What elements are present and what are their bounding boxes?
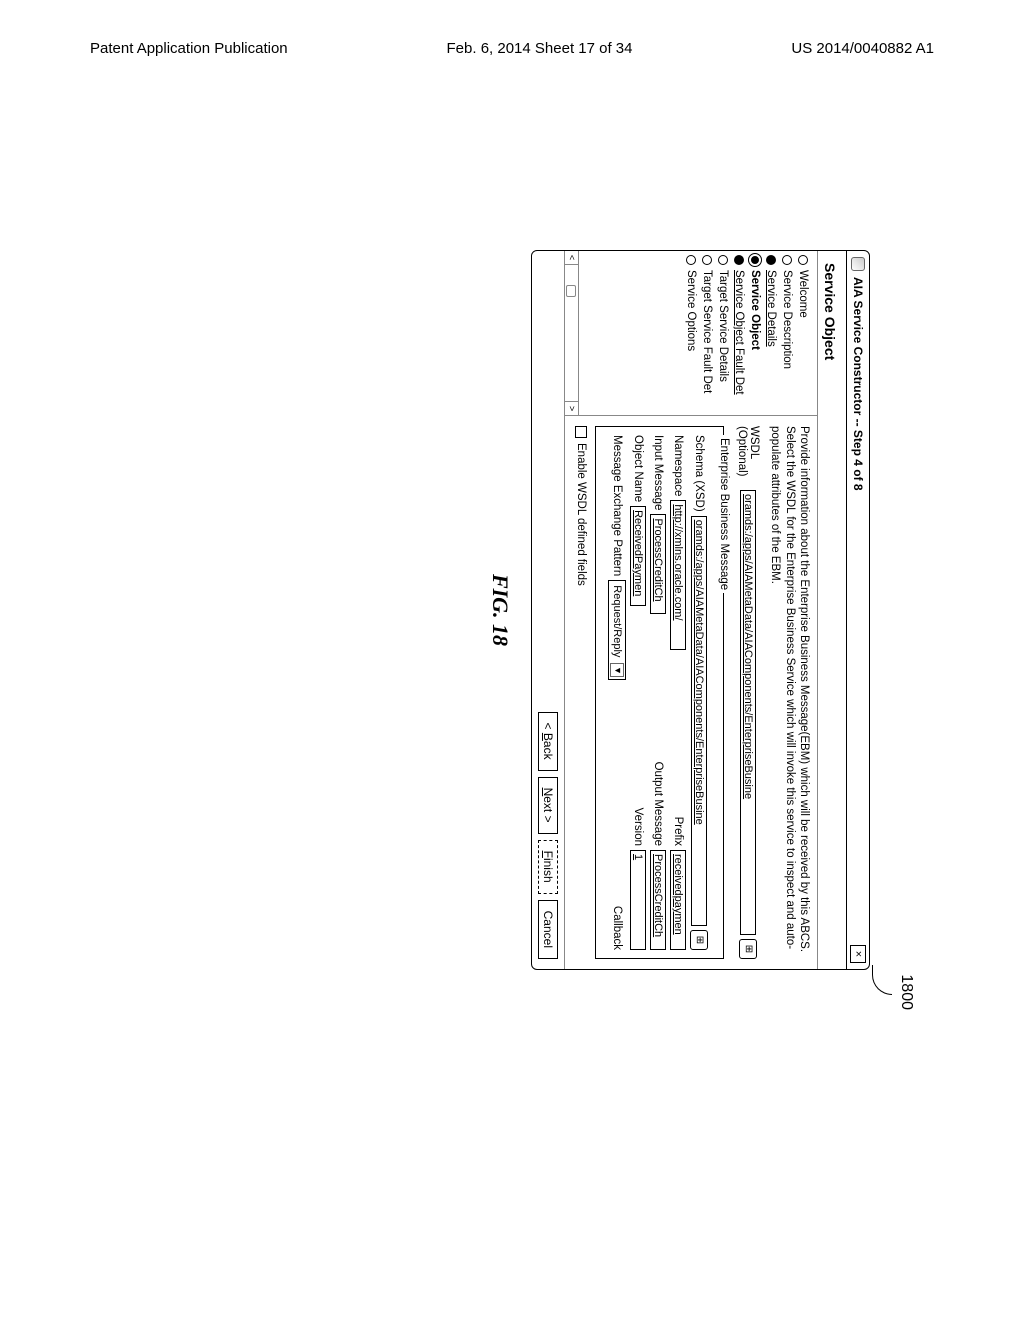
header-left: Patent Application Publication (90, 40, 288, 57)
input-message-input[interactable]: ProcessCreditCh (650, 514, 666, 614)
schema-input[interactable]: oramds:/apps/AIAMetaData/AIAComponents/E… (691, 516, 707, 926)
input-message-label: Input Message (652, 435, 664, 510)
output-message-input[interactable]: ProcessCreditCh (650, 850, 666, 950)
app-icon (851, 257, 865, 271)
enable-wsdl-label: Enable WSDL defined fields (575, 443, 587, 586)
step-service-options[interactable]: Service Options (683, 255, 699, 411)
step-label: Service Object (749, 270, 761, 350)
step-label: Service Description (781, 270, 793, 369)
mep-label: Message Exchange Pattern (611, 435, 623, 576)
wsdl-input[interactable]: oramds:/apps/AIAMetaData/AIAComponents/E… (740, 490, 756, 935)
output-message-label: Output Message (652, 762, 664, 846)
finish-button[interactable]: Finish (538, 840, 558, 894)
step-dot-icon (686, 255, 696, 265)
page-subtitle: Service Object (818, 251, 846, 969)
sidebar-scrollbar[interactable]: < > (565, 251, 579, 415)
object-name-label: Object Name (632, 435, 644, 502)
version-label: Version (632, 808, 644, 846)
schema-row: Schema (XSD) oramds:/apps/AIAMetaData/AI… (690, 435, 708, 950)
wsdl-browse-button[interactable]: ⊞ (739, 939, 757, 959)
cancel-button[interactable]: Cancel (538, 900, 558, 959)
step-dot-icon (734, 255, 744, 265)
callback-label: Callback (611, 906, 623, 950)
object-name-row: Object Name ReceivedPaymen Version 1 (630, 435, 646, 950)
enable-wsdl-checkbox[interactable] (575, 426, 587, 438)
wsdl-label: WSDL (Optional) (736, 426, 760, 486)
button-bar: < Back Next > Finish Cancel (532, 251, 565, 969)
version-input[interactable]: 1 (630, 850, 646, 950)
step-label: Target Service Fault Det (701, 270, 713, 393)
step-service-object[interactable]: Service Object (747, 255, 763, 411)
mep-dropdown[interactable]: Request/Reply ▼ (608, 580, 626, 680)
namespace-row: Namespace http://xmlns.oracle.com/ Prefi… (670, 435, 686, 950)
prefix-input[interactable]: receivedpaymen (670, 850, 686, 950)
step-dot-icon (766, 255, 776, 265)
step-label: Service Options (685, 270, 697, 351)
ebm-legend: Enterprise Business Message (718, 435, 730, 593)
step-dot-icon (798, 255, 808, 265)
step-service-description[interactable]: Service Description (779, 255, 795, 411)
window-title: AIA Service Constructor -- Step 4 of 8 (851, 277, 865, 945)
prefix-label: Prefix (672, 817, 684, 846)
scroll-thumb[interactable] (565, 265, 578, 401)
reference-arc (872, 965, 892, 995)
step-label: Target Service Details (717, 270, 729, 382)
titlebar: AIA Service Constructor -- Step 4 of 8 × (846, 251, 869, 969)
close-button[interactable]: × (850, 945, 866, 963)
step-dot-icon (718, 255, 728, 265)
dialog-window: AIA Service Constructor -- Step 4 of 8 ×… (531, 250, 870, 970)
wsdl-row: WSDL (Optional) oramds:/apps/AIAMetaData… (736, 426, 760, 959)
step-label: Welcome (797, 270, 809, 318)
step-dot-icon (702, 255, 712, 265)
dropdown-caret-icon: ▼ (610, 663, 624, 677)
mep-row: Message Exchange Pattern Request/Reply ▼… (608, 435, 626, 950)
step-label: Service Object Fault Det (733, 270, 745, 395)
content-pane: Provide information about the Enterprise… (565, 416, 817, 969)
schema-browse-button[interactable]: ⊞ (690, 930, 708, 950)
input-message-row: Input Message ProcessCreditCh Output Mes… (650, 435, 666, 950)
description-text: Provide information about the Enterprise… (768, 426, 811, 959)
object-name-input[interactable]: ReceivedPaymen (630, 506, 646, 606)
figure-container: 1800 AIA Service Constructor -- Step 4 o… (487, 250, 870, 970)
mep-value: Request/Reply (611, 585, 623, 657)
step-dot-icon (782, 255, 792, 265)
next-button[interactable]: Next > (538, 777, 558, 834)
step-service-details[interactable]: Service Details (763, 255, 779, 411)
namespace-input[interactable]: http://xmlns.oracle.com/ (670, 500, 686, 650)
figure-caption: FIG. 18 (487, 250, 513, 970)
enable-wsdl-row[interactable]: Enable WSDL defined fields (575, 426, 587, 959)
scroll-left-icon[interactable]: < (565, 251, 578, 265)
reference-number: 1800 (897, 974, 915, 1010)
page-header: Patent Application Publication Feb. 6, 2… (0, 0, 1024, 67)
step-label: Service Details (765, 270, 777, 347)
ebm-fieldset: Enterprise Business Message Schema (XSD)… (595, 426, 730, 959)
wizard-sidebar: Welcome Service Description Service Deta… (565, 251, 817, 416)
step-target-service-fault[interactable]: Target Service Fault Det (699, 255, 715, 411)
step-dot-icon (751, 256, 759, 264)
scroll-right-icon[interactable]: > (565, 401, 578, 415)
namespace-label: Namespace (672, 435, 684, 496)
dialog-body: Welcome Service Description Service Deta… (565, 251, 818, 969)
step-target-service-details[interactable]: Target Service Details (715, 255, 731, 411)
header-center: Feb. 6, 2014 Sheet 17 of 34 (447, 40, 633, 57)
schema-label: Schema (XSD) (693, 435, 705, 512)
step-service-object-fault[interactable]: Service Object Fault Det (731, 255, 747, 411)
header-right: US 2014/0040882 A1 (791, 40, 934, 57)
step-welcome[interactable]: Welcome (795, 255, 811, 411)
back-button[interactable]: < Back (538, 712, 558, 771)
